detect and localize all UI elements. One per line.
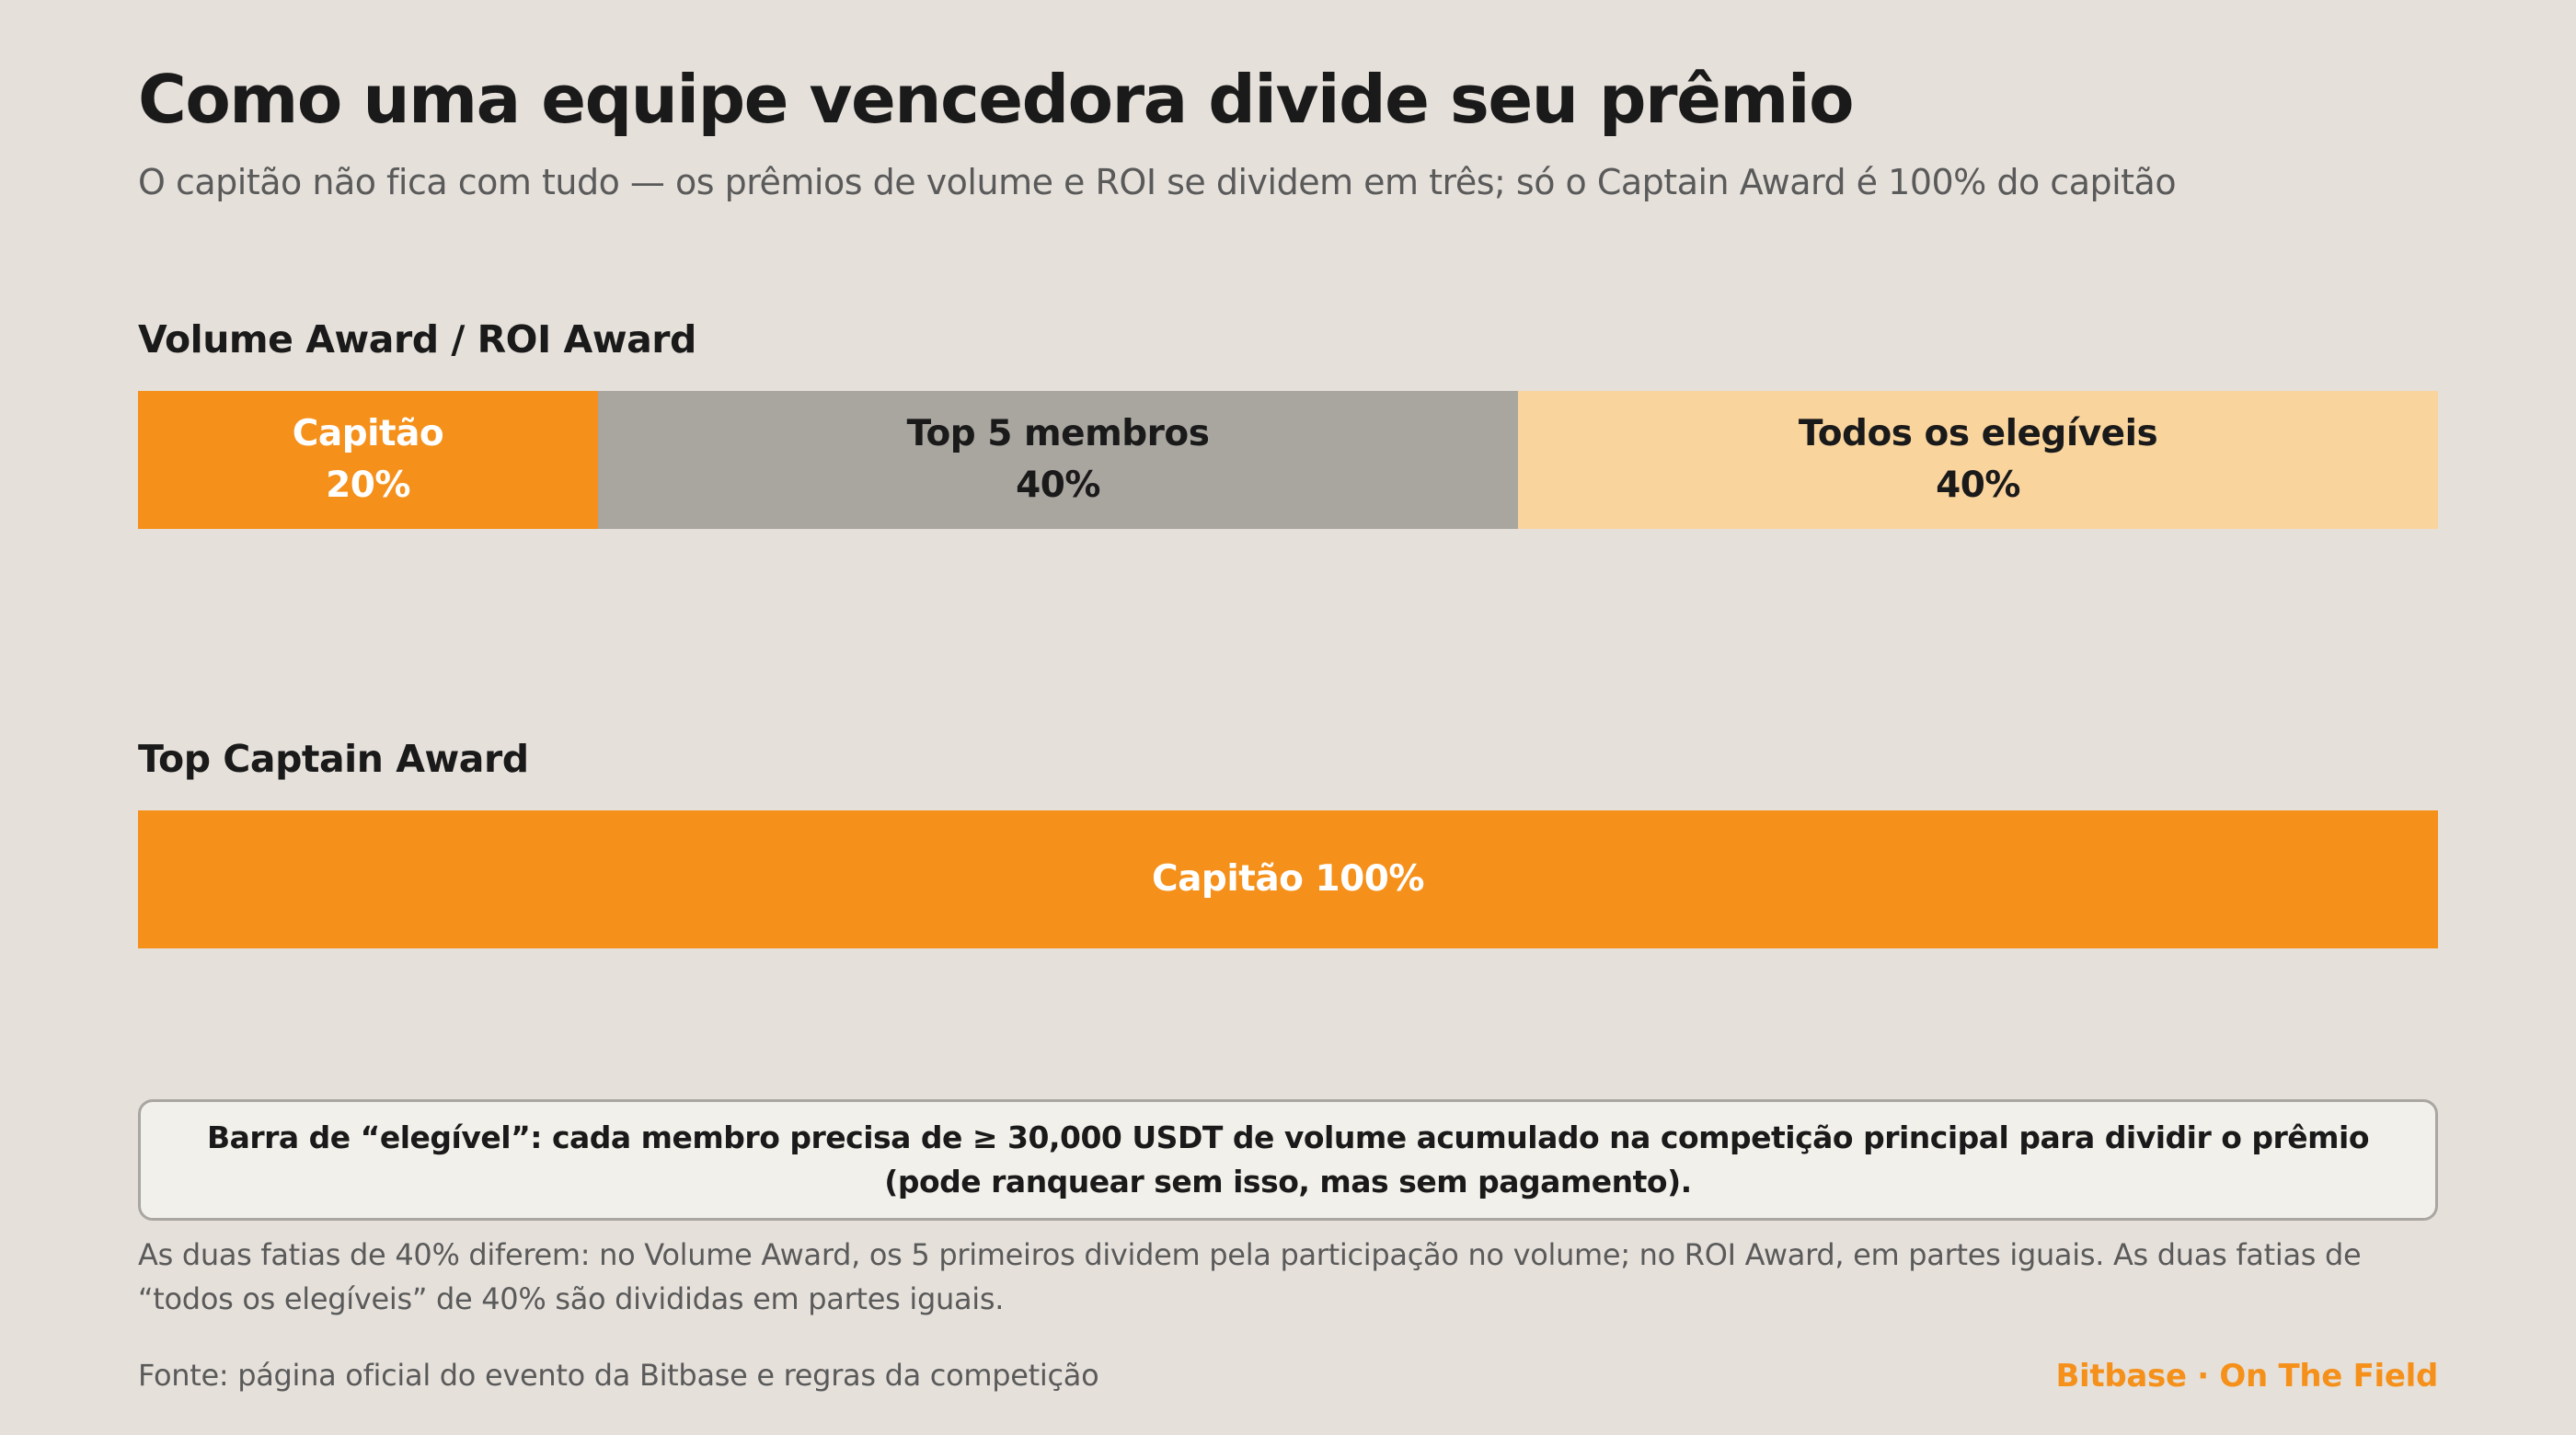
- bar-segment-todos-os-eleg-veis: Todos os elegíveis 40%: [1518, 391, 2438, 529]
- segment-value-label: 40%: [1936, 465, 2020, 506]
- eligibility-note-text: Barra de “elegível”: cada membro precisa…: [206, 1119, 2370, 1200]
- chart-subtitle: O capitão não fica com tudo — os prêmios…: [138, 162, 2177, 202]
- chart-title: Como uma equipe vencedora divide seu prê…: [138, 61, 1855, 138]
- segment-value-label: 20%: [326, 465, 410, 506]
- segment-label: Top 5 membros: [906, 413, 1210, 454]
- bar-segment-top-5-membros: Top 5 membros 40%: [598, 391, 1518, 529]
- bar-segment-capit-o: Capitão 20%: [138, 391, 598, 529]
- segment-label: Todos os elegíveis: [1798, 413, 2158, 454]
- volume-roi-award-label: Volume Award / ROI Award: [138, 317, 696, 362]
- segment-label: Capitão 100%: [1151, 858, 1425, 900]
- segment-label: Capitão: [292, 413, 444, 454]
- source-text: Fonte: página oficial do evento da Bitba…: [138, 1358, 1099, 1393]
- segment-value-label: 40%: [1016, 465, 1100, 506]
- eligibility-note: Barra de “elegível”: cada membro precisa…: [138, 1099, 2438, 1221]
- top-captain-award-bar: Capitão 100%: [138, 810, 2438, 948]
- top-captain-award-label: Top Captain Award: [138, 737, 529, 781]
- bar-segment-capit-o-100: Capitão 100%: [138, 810, 2438, 948]
- footnote: As duas fatias de 40% diferem: no Volume…: [138, 1237, 2362, 1316]
- volume-roi-award-bar: Capitão 20% Top 5 membros 40% Todos os elegí…: [138, 391, 2438, 529]
- brand-label: Bitbase · On The Field: [2055, 1358, 2438, 1395]
